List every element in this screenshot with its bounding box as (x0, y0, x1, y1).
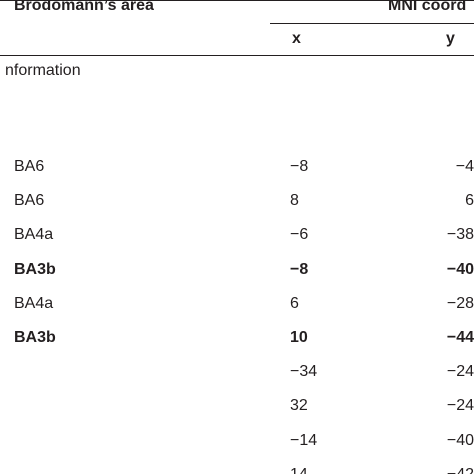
x-column-header: x (292, 30, 301, 47)
x-cell: 32 (290, 397, 308, 414)
area-cell: BA6 (14, 192, 45, 209)
y-cell: −40 (446, 261, 474, 278)
x-cell: 14 (290, 465, 320, 474)
y-cell: −24 (446, 397, 474, 414)
brodmann-area-header: Brodomann’s area (14, 0, 154, 14)
x-cell: 10 (290, 329, 308, 346)
y-column-header: y (446, 30, 455, 47)
y-cell: −42 (420, 465, 474, 474)
x-cell: −34 (290, 363, 318, 380)
area-cell: BA3b (14, 261, 56, 278)
x-cell: −6 (290, 226, 309, 243)
header-bottom-rule (0, 55, 474, 56)
x-cell: 6 (290, 295, 299, 312)
area-cell: BA6 (14, 158, 45, 175)
area-cell: BA3b (14, 329, 56, 346)
x-cell: −8 (290, 261, 309, 278)
y-cell: −4 (455, 158, 474, 175)
area-cell: BA4a (14, 226, 54, 243)
section-label: nformation (5, 62, 81, 79)
mni-header-rule (270, 23, 474, 24)
mni-coordinates-header: MNI coord (388, 0, 467, 14)
y-cell: −38 (446, 226, 474, 243)
y-cell: −44 (446, 329, 474, 346)
x-cell: 8 (290, 192, 299, 209)
y-cell: −28 (446, 295, 474, 312)
x-cell: −14 (290, 432, 318, 449)
area-cell: BA4a (14, 295, 54, 312)
x-cell: −8 (290, 158, 309, 175)
y-cell: −24 (446, 363, 474, 380)
top-rule (0, 0, 474, 1)
y-cell: 6 (465, 192, 474, 209)
y-cell: −40 (446, 432, 474, 449)
